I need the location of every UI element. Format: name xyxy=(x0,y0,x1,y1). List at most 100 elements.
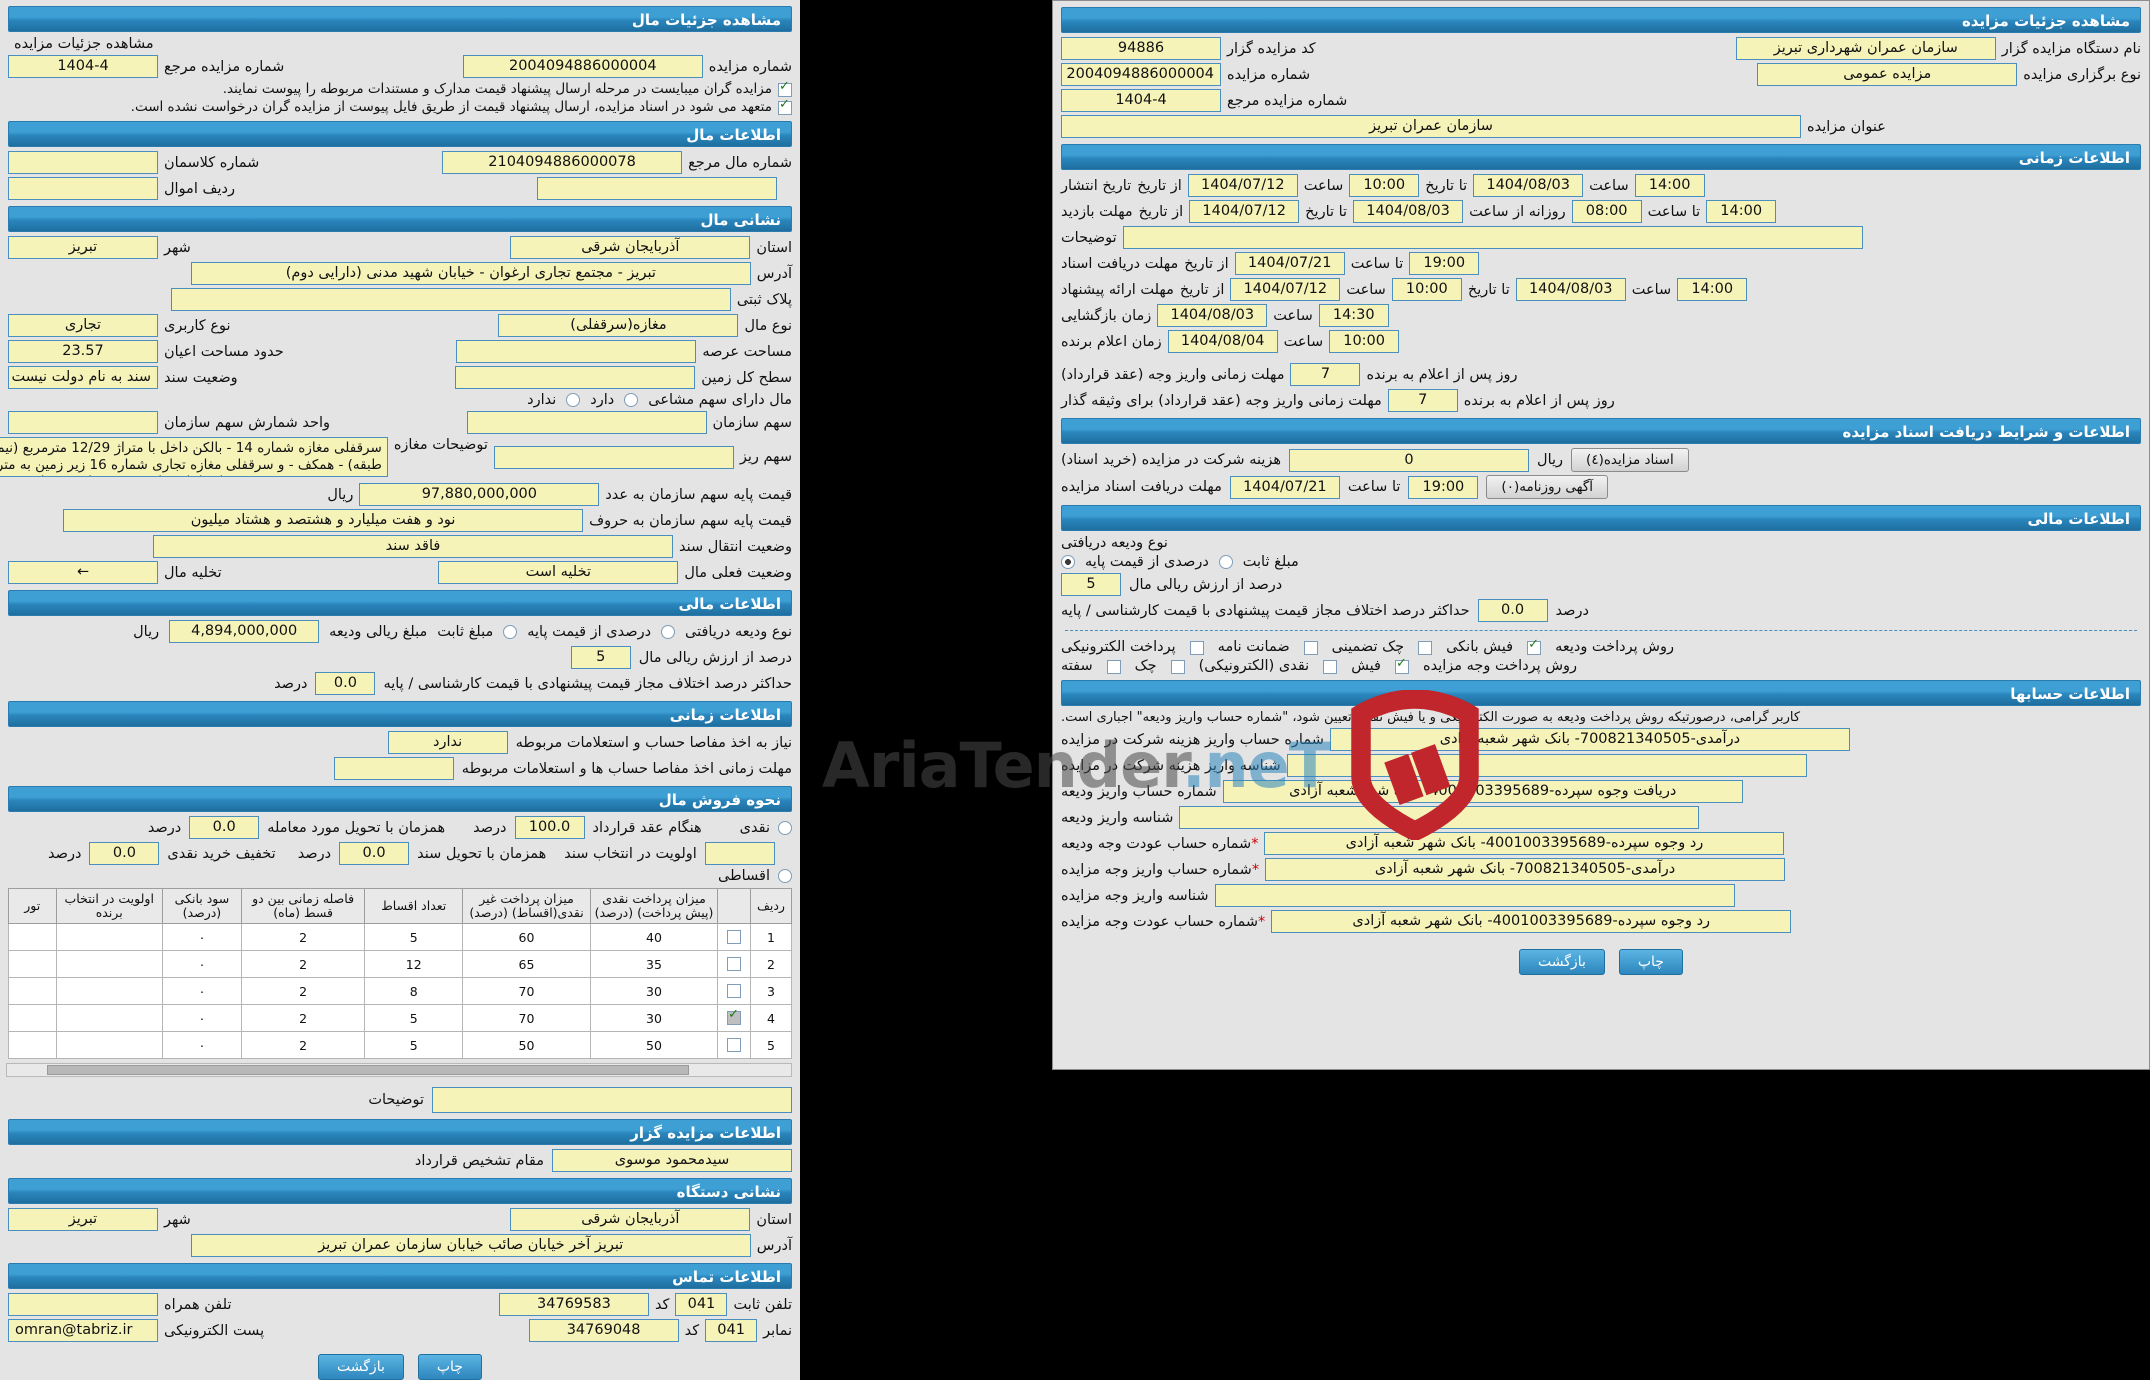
deposit-percent-radio[interactable] xyxy=(661,624,676,639)
deadline-docs-hour[interactable]: 19:00 xyxy=(1408,475,1479,499)
row-checkbox-cell[interactable] xyxy=(717,977,751,1005)
org-name-value[interactable]: سازمان عمران شهرداری تبریز xyxy=(1735,37,1996,60)
cash-radio[interactable] xyxy=(778,820,792,835)
address-value[interactable]: تبریز - مجتمع تجاری ارغوان - خیابان شهید… xyxy=(190,262,751,285)
auction-number-value[interactable]: 2004094886000004 xyxy=(462,55,703,78)
postal-value[interactable] xyxy=(170,288,731,311)
mobile-value[interactable] xyxy=(8,1293,158,1316)
account-value[interactable]: درآمدی-700821340505- بانک شهر شعبه آزادی xyxy=(1329,728,1850,751)
right-percent-value[interactable]: 5 xyxy=(1061,573,1121,596)
account-value[interactable]: دریافت وجوه سپرده-4001003395689- بانک شه… xyxy=(1222,780,1743,803)
org-share-value[interactable] xyxy=(466,411,707,434)
row-checkbox[interactable] xyxy=(727,983,742,998)
check-icon-pay-note[interactable] xyxy=(1106,660,1121,674)
count-unit-value[interactable] xyxy=(8,411,158,434)
row-checkbox[interactable] xyxy=(727,929,742,944)
publish-from-date[interactable]: 1404/07/12 xyxy=(1187,174,1298,197)
clearance-time-value[interactable] xyxy=(333,757,454,780)
org-address-value[interactable]: تبریز آخر خیابان صائب خیابان سازمان عمرا… xyxy=(190,1234,751,1257)
klasman-value[interactable] xyxy=(8,151,158,174)
fax-value[interactable]: 34769048 xyxy=(528,1319,679,1342)
notes-value[interactable] xyxy=(432,1087,792,1113)
property-number-value[interactable]: 2104094886000078 xyxy=(442,151,683,174)
offer-to-date[interactable]: 1404/08/03 xyxy=(1515,278,1626,301)
offer-from-hour[interactable]: 10:00 xyxy=(1391,278,1462,301)
land-total-value[interactable] xyxy=(455,366,696,389)
shared-no-radio[interactable] xyxy=(566,393,581,407)
property-description-textarea[interactable] xyxy=(0,437,388,477)
province-value[interactable]: آذربایجان شرقی xyxy=(510,236,751,259)
max-diff-value[interactable]: 0.0 xyxy=(315,672,376,695)
notary-deadline-value[interactable]: 7 xyxy=(1387,389,1458,412)
account-value[interactable] xyxy=(1286,754,1807,777)
auctioneer-code-value[interactable]: 94886 xyxy=(1061,37,1221,60)
row-checkbox-cell[interactable] xyxy=(717,1031,751,1059)
email-value[interactable]: omran@tabriz.ir xyxy=(8,1319,158,1342)
transfer-value[interactable]: فاقد سند xyxy=(152,535,673,558)
row-checkbox[interactable] xyxy=(727,1037,742,1052)
offer-from-date[interactable]: 1404/07/12 xyxy=(1230,278,1341,301)
contract-time-value[interactable]: 100.0 xyxy=(514,816,585,839)
right-auction-number-value[interactable]: 2004094886000004 xyxy=(1061,63,1221,86)
publish-to-date[interactable]: 1404/08/03 xyxy=(1473,174,1584,197)
winner-hour[interactable]: 10:00 xyxy=(1329,330,1400,353)
deposit-fixed-radio[interactable] xyxy=(503,624,518,639)
deposit-deadline-value[interactable]: 7 xyxy=(1290,363,1361,386)
right-type-value[interactable]: مزایده عمومی xyxy=(1757,63,2018,86)
row-checkbox[interactable] xyxy=(727,1007,742,1025)
check-icon-pay-check[interactable] xyxy=(1170,660,1185,674)
check-icon-pay-cash[interactable] xyxy=(1323,660,1338,674)
asset-row-value[interactable] xyxy=(8,177,158,200)
usage-value[interactable]: تجاری xyxy=(8,314,158,337)
asset-extra-value[interactable] xyxy=(537,177,778,200)
delivery-value[interactable]: 0.0 xyxy=(189,816,260,839)
open-hour[interactable]: 14:30 xyxy=(1318,304,1389,327)
evac-value[interactable]: ← xyxy=(8,561,158,584)
docs-from-date[interactable]: 1404/07/21 xyxy=(1234,252,1345,275)
check-icon-pay-receipt[interactable] xyxy=(1394,656,1409,674)
visit-daily-from[interactable]: 08:00 xyxy=(1571,200,1642,223)
right-deposit-percent-radio[interactable] xyxy=(1061,555,1075,569)
doc-status-value[interactable]: سند به نام دولت نیست xyxy=(8,366,158,389)
area-value[interactable] xyxy=(456,340,697,363)
check-icon-check[interactable] xyxy=(1418,641,1433,655)
docs-to-hour[interactable]: 19:00 xyxy=(1409,252,1480,275)
right-deposit-fixed-radio[interactable] xyxy=(1218,555,1233,569)
visit-to-date[interactable]: 1404/08/03 xyxy=(1353,200,1464,223)
right-max-diff-value[interactable]: 0.0 xyxy=(1477,599,1548,622)
publish-from-hour[interactable]: 10:00 xyxy=(1349,174,1420,197)
account-value[interactable]: رد وجوه سپرده-4001003395689- بانک شهر شع… xyxy=(1264,832,1785,855)
check-icon-electronic[interactable] xyxy=(1189,641,1204,655)
base-price-number-value[interactable]: 97,880,000,000 xyxy=(359,483,600,506)
account-value[interactable]: رد وجوه سپرده-4001003395689- بانک شهر شع… xyxy=(1271,910,1792,933)
building-area-value[interactable]: 23.57 xyxy=(8,340,158,363)
ref-number-value[interactable]: 1404-4 xyxy=(8,55,158,78)
visit-from-date[interactable]: 1404/07/12 xyxy=(1189,200,1300,223)
right-print-button[interactable]: چاپ xyxy=(1618,949,1683,975)
row-checkbox[interactable] xyxy=(727,956,742,971)
clearance-value[interactable]: ندارد xyxy=(387,731,508,754)
row-checkbox-cell[interactable] xyxy=(717,950,751,978)
cash-discount-value[interactable]: 0.0 xyxy=(89,842,160,865)
landline-value[interactable]: 34769583 xyxy=(498,1293,649,1316)
share-amount-value[interactable] xyxy=(493,445,734,469)
fee-value[interactable]: 0 xyxy=(1289,448,1530,472)
account-value[interactable] xyxy=(1179,806,1700,829)
open-date[interactable]: 1404/08/03 xyxy=(1157,304,1268,327)
back-button[interactable]: بازگشت xyxy=(318,1354,404,1380)
check-icon-guarantee[interactable] xyxy=(1303,641,1318,655)
fax-code[interactable]: 041 xyxy=(705,1319,758,1342)
table-horizontal-scrollbar[interactable] xyxy=(6,1063,792,1077)
current-value[interactable]: تخلیه است xyxy=(438,561,679,584)
print-button[interactable]: چاپ xyxy=(417,1354,482,1380)
auction-docs-button[interactable]: اسناد مزایده(٤) xyxy=(1571,448,1689,472)
right-desc-value[interactable] xyxy=(1122,226,1863,249)
org-province-value[interactable]: آذربایجان شرقی xyxy=(510,1208,751,1231)
row-checkbox-cell[interactable] xyxy=(717,923,751,951)
contract-officer-value[interactable]: سیدمحمود موسوی xyxy=(552,1149,792,1172)
right-ref-value[interactable]: 1404-4 xyxy=(1061,89,1221,112)
right-title-value[interactable]: سازمان عمران تبریز xyxy=(1061,115,1801,138)
percent-value[interactable]: 5 xyxy=(570,646,631,669)
offer-to-hour[interactable]: 14:00 xyxy=(1677,278,1748,301)
type-value[interactable]: مغازه(سرقفلی) xyxy=(498,314,739,337)
